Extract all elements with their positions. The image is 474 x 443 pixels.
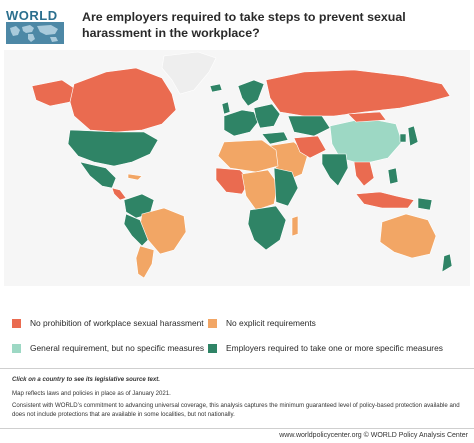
- map-region-new-zealand[interactable]: [441, 253, 453, 273]
- logo-globe-icon: [6, 22, 64, 44]
- world-map: [4, 50, 470, 286]
- map-region-greenland[interactable]: [161, 51, 217, 95]
- date-note: Map reflects laws and policies in place …: [12, 389, 171, 397]
- legend-swatch: [12, 343, 21, 353]
- map-region-east-africa[interactable]: [273, 167, 299, 207]
- map-legend: No prohibition of workplace sexual haras…: [12, 318, 468, 358]
- map-region-caribbean[interactable]: [127, 173, 143, 181]
- map-region-mexico[interactable]: [79, 161, 117, 189]
- legend-item-no-prohibition: No prohibition of workplace sexual haras…: [12, 318, 204, 328]
- world-map-svg: [31, 51, 453, 279]
- map-region-alaska[interactable]: [31, 79, 75, 107]
- map-region-korea[interactable]: [399, 133, 407, 143]
- legend-label: No explicit requirements: [226, 318, 316, 328]
- legend-item-specific: Employers required to take one or more s…: [208, 343, 443, 353]
- map-region-southern-africa[interactable]: [247, 205, 287, 251]
- divider: [0, 368, 474, 369]
- map-region-indonesia[interactable]: [355, 191, 415, 209]
- map-region-mongolia[interactable]: [347, 111, 387, 123]
- map-region-madagascar[interactable]: [291, 215, 299, 237]
- legend-swatch: [12, 318, 21, 328]
- map-region-usa[interactable]: [67, 129, 159, 167]
- notes: Click on a country to see its legislativ…: [12, 376, 464, 423]
- map-region-brazil[interactable]: [139, 207, 187, 255]
- legend-label: General requirement, but no specific mea…: [30, 343, 205, 353]
- legend-label: No prohibition of workplace sexual haras…: [30, 318, 204, 328]
- page-title: Are employers required to take steps to …: [82, 10, 406, 40]
- footer-divider: [0, 428, 474, 429]
- legend-swatch: [208, 343, 217, 353]
- map-region-southeast-asia[interactable]: [353, 161, 375, 187]
- map-region-scandinavia[interactable]: [237, 79, 265, 107]
- world-logo[interactable]: WORLD: [6, 8, 66, 44]
- map-region-north-africa[interactable]: [217, 139, 279, 173]
- map-region-iran[interactable]: [293, 135, 327, 159]
- header: WORLD Are employers required to take ste…: [0, 0, 474, 46]
- map-region-uk[interactable]: [221, 101, 231, 115]
- map-region-png[interactable]: [417, 197, 433, 211]
- legend-item-general: General requirement, but no specific mea…: [12, 343, 204, 353]
- click-instruction: Click on a country to see its legislativ…: [12, 376, 160, 383]
- map-region-west-africa[interactable]: [215, 167, 251, 195]
- legend-swatch: [208, 318, 217, 328]
- map-region-peru-bolivia[interactable]: [123, 213, 149, 247]
- map-region-middle-east[interactable]: [267, 141, 309, 181]
- map-region-central-america[interactable]: [111, 187, 127, 201]
- map-region-iceland[interactable]: [209, 83, 223, 93]
- map-region-central-africa[interactable]: [241, 169, 279, 211]
- map-region-kazakhstan[interactable]: [287, 115, 331, 137]
- map-region-turkey[interactable]: [261, 131, 289, 145]
- legend-item-no-explicit: No explicit requirements: [208, 318, 316, 328]
- map-region-philippines[interactable]: [387, 167, 399, 185]
- map-region-australia[interactable]: [379, 213, 437, 259]
- map-region-india[interactable]: [321, 153, 349, 187]
- coverage-note: Consistent with WORLD’s commitment to ad…: [12, 402, 460, 418]
- map-region-western-europe[interactable]: [223, 109, 259, 137]
- footer-credit[interactable]: www.worldpolicycenter.org © WORLD Policy…: [279, 432, 468, 439]
- map-region-canada[interactable]: [69, 67, 177, 133]
- map-region-southern-cone[interactable]: [135, 245, 155, 279]
- map-region-eastern-europe[interactable]: [253, 103, 281, 129]
- map-region-russia[interactable]: [265, 69, 451, 117]
- legend-label: Employers required to take one or more s…: [226, 343, 443, 353]
- logo-text: WORLD: [6, 8, 58, 23]
- map-region-japan[interactable]: [407, 125, 419, 147]
